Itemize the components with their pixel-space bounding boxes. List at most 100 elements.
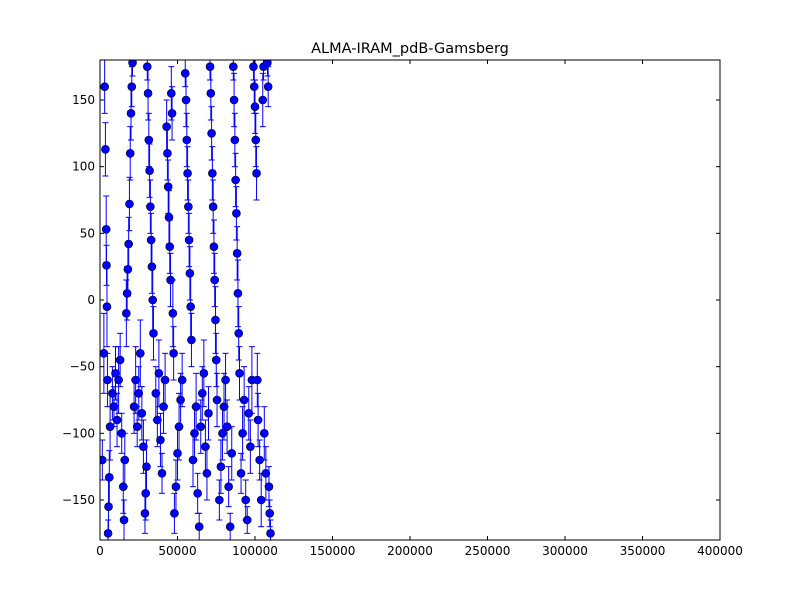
data-point xyxy=(221,375,230,385)
data-point xyxy=(199,369,209,378)
data-point xyxy=(137,409,147,418)
data-point xyxy=(125,149,135,158)
data-point xyxy=(263,82,273,91)
data-point xyxy=(235,369,244,378)
data-point xyxy=(156,435,165,445)
x-tick-label: 350000 xyxy=(620,544,666,558)
y-tick-label: −50 xyxy=(70,360,95,374)
data-point xyxy=(239,395,249,405)
data-point xyxy=(125,199,134,209)
data-point xyxy=(210,275,219,285)
data-point xyxy=(127,82,137,91)
data-layer xyxy=(100,60,275,540)
data-point xyxy=(142,462,151,471)
data-point xyxy=(153,415,162,425)
data-point xyxy=(250,102,260,111)
data-point xyxy=(229,62,238,71)
y-tick-label: 0 xyxy=(87,293,95,307)
data-point xyxy=(165,242,175,251)
data-point xyxy=(236,469,246,478)
data-point xyxy=(140,509,150,518)
data-point xyxy=(148,295,157,305)
x-tick-label: 250000 xyxy=(465,544,511,558)
y-tick-label: 150 xyxy=(72,93,95,107)
data-point xyxy=(216,462,226,471)
data-point xyxy=(252,169,261,178)
data-point xyxy=(266,529,275,538)
data-point xyxy=(132,422,142,431)
data-point xyxy=(207,129,216,138)
data-point xyxy=(120,455,130,465)
data-point xyxy=(231,175,240,185)
data-point xyxy=(211,315,220,325)
data-point xyxy=(115,355,125,365)
data-point xyxy=(229,95,239,105)
data-point xyxy=(183,169,192,178)
data-point xyxy=(122,289,132,298)
data-point xyxy=(169,349,178,358)
data-point xyxy=(100,455,107,465)
data-point xyxy=(103,375,112,385)
data-point xyxy=(230,135,240,145)
data-point xyxy=(163,149,172,158)
x-tick-label: 200000 xyxy=(387,544,433,558)
data-point xyxy=(253,375,262,385)
data-point xyxy=(160,375,170,385)
x-tick-label: 0 xyxy=(96,544,104,558)
data-point xyxy=(202,469,212,478)
data-point xyxy=(131,375,140,385)
data-point xyxy=(139,442,148,451)
data-point xyxy=(212,395,222,405)
data-point xyxy=(227,449,237,458)
data-point xyxy=(225,522,235,531)
data-point xyxy=(187,335,196,345)
data-point xyxy=(209,242,219,251)
data-point xyxy=(196,422,206,431)
y-tick-label: −150 xyxy=(62,493,95,507)
data-point xyxy=(176,395,185,405)
data-point xyxy=(204,409,213,418)
data-point xyxy=(242,515,252,525)
data-point xyxy=(198,389,207,398)
data-point xyxy=(265,509,275,518)
data-point xyxy=(164,213,174,222)
data-point xyxy=(181,95,191,105)
data-point xyxy=(186,302,195,311)
data-point xyxy=(224,482,233,491)
data-point xyxy=(136,349,145,358)
data-point xyxy=(211,355,221,365)
data-point xyxy=(157,469,167,478)
data-point xyxy=(146,202,155,211)
data-point xyxy=(232,209,241,218)
data-point xyxy=(232,249,242,258)
data-point xyxy=(249,62,258,71)
data-point xyxy=(114,375,123,385)
data-point xyxy=(177,375,187,385)
data-point xyxy=(173,449,182,458)
data-point xyxy=(184,202,193,211)
data-point xyxy=(258,95,268,105)
y-tick-label: 50 xyxy=(80,226,95,240)
data-point xyxy=(234,329,244,338)
data-point xyxy=(167,89,176,98)
data-point xyxy=(101,225,111,234)
y-axis: −150 −100 −50 0 50 100 150 xyxy=(62,93,720,507)
data-point xyxy=(206,89,216,98)
x-axis: 0 50000 100000 150000 200000 250000 300000 3500… xyxy=(96,60,743,558)
data-point xyxy=(119,515,129,525)
data-point xyxy=(259,429,269,438)
data-point xyxy=(208,202,218,211)
data-point xyxy=(144,135,154,145)
data-point xyxy=(145,166,154,175)
data-point xyxy=(208,169,217,178)
data-point xyxy=(124,239,133,249)
data-point xyxy=(134,389,144,398)
data-point xyxy=(163,182,173,191)
data-point xyxy=(261,469,271,478)
x-tick-label: 50000 xyxy=(158,544,196,558)
data-point xyxy=(154,369,164,378)
y-tick-label: 100 xyxy=(72,160,95,174)
data-point xyxy=(233,289,243,298)
data-point xyxy=(249,82,259,91)
